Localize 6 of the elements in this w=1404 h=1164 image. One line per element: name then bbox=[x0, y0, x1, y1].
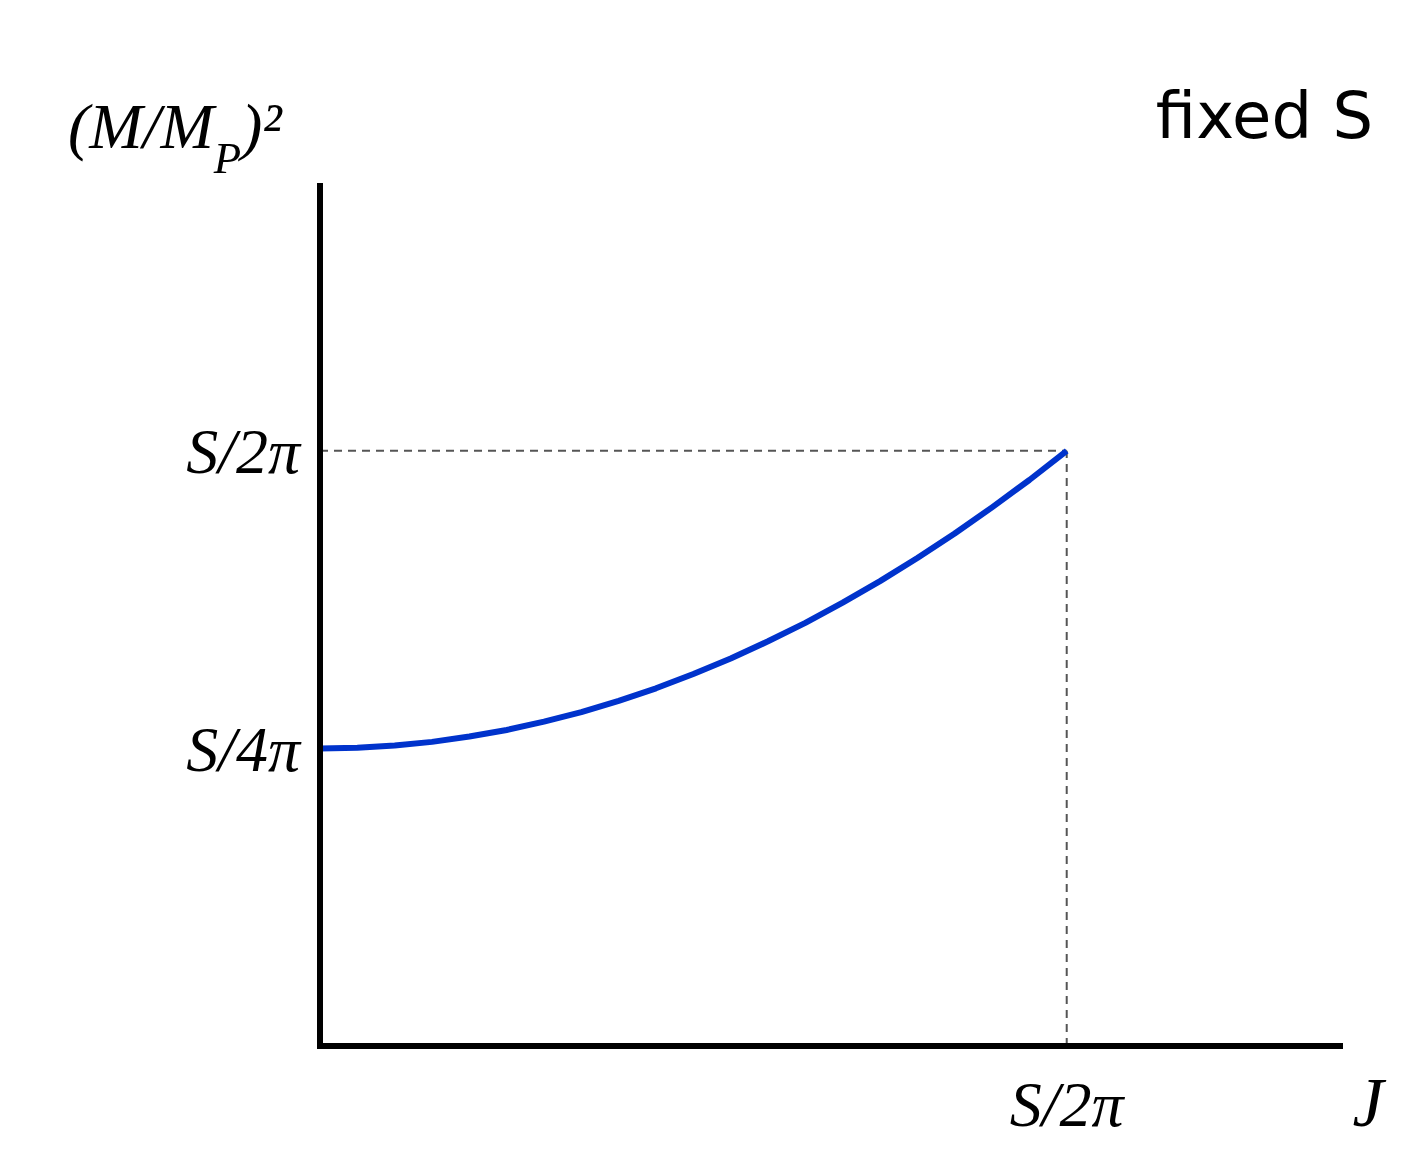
ref-line-label: S/2π bbox=[186, 416, 302, 488]
text: S/4π bbox=[186, 713, 302, 785]
x-axis-title: J bbox=[1352, 1064, 1387, 1141]
text: S/2π bbox=[1009, 1069, 1124, 1140]
y-axis-title: (M/M$_{P}$)² bbox=[68, 91, 284, 183]
text: fixed S bbox=[1155, 79, 1373, 153]
